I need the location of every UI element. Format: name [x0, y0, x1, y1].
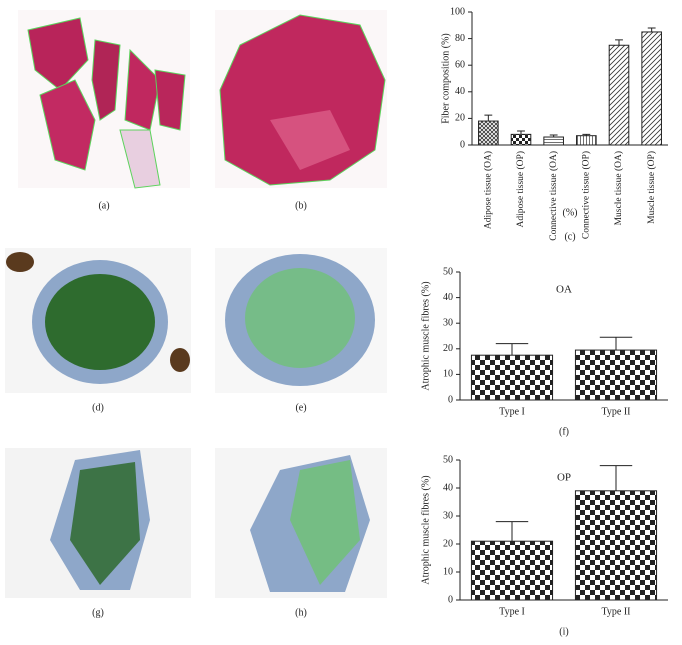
- y-tick-label: 40: [455, 86, 465, 97]
- y-tick-label: 60: [455, 59, 465, 70]
- x-tick-label: Type II: [601, 406, 630, 417]
- micrograph-b: [215, 10, 387, 188]
- x-tick-label: Muscle tissue (OA): [613, 151, 624, 225]
- bar: [470, 354, 554, 401]
- y-tick-label: 20: [443, 538, 453, 549]
- y-tick-label: 50: [443, 454, 453, 465]
- error-bar: [647, 27, 656, 32]
- micrograph-g: [5, 448, 191, 598]
- bar: [470, 540, 554, 601]
- error-bar: [599, 336, 633, 351]
- x-tick-label: Connective tissue (OA): [548, 151, 559, 241]
- x-tick-label: Adipose tissue (OA): [483, 151, 494, 229]
- micrograph-h: [215, 448, 387, 598]
- panel-label: (g): [92, 607, 104, 618]
- y-tick-label: 80: [455, 33, 465, 44]
- bar: [608, 44, 630, 146]
- error-bar: [549, 134, 558, 138]
- y-tick-label: 40: [443, 482, 453, 493]
- error-bar: [615, 39, 623, 46]
- panel-label: (i): [559, 626, 568, 637]
- bar: [574, 349, 658, 401]
- y-tick-label: 20: [455, 113, 465, 124]
- error-bar: [517, 130, 525, 135]
- error-bar: [495, 343, 529, 356]
- x-tick-label: Type II: [601, 606, 630, 617]
- micrograph-a: [18, 10, 190, 189]
- x-tick-label: Type I: [499, 606, 525, 617]
- y-tick-label: 20: [443, 343, 453, 354]
- panel-label: (h): [295, 607, 307, 618]
- y-tick-label: 10: [443, 566, 453, 577]
- y-tick-label: 50: [443, 266, 453, 277]
- bar: [510, 133, 532, 146]
- panel-label: (e): [295, 402, 306, 413]
- panel-label: (b): [295, 200, 307, 211]
- x-tick-label: Adipose tissue (OP): [515, 151, 526, 228]
- micrograph-d: [5, 248, 191, 393]
- y-tick-label: 30: [443, 317, 453, 328]
- bar: [576, 135, 597, 146]
- bar: [641, 31, 662, 146]
- error-bar: [582, 133, 591, 136]
- chart-title: OA: [556, 284, 572, 296]
- bar: [543, 136, 564, 146]
- panel-label: (f): [559, 426, 569, 437]
- x-tick-label: Type I: [499, 406, 525, 417]
- y-tick-label: 100: [450, 6, 465, 17]
- bar: [478, 120, 499, 146]
- axes: [471, 12, 668, 146]
- chart-title: OP: [557, 472, 571, 484]
- error-bar: [495, 521, 529, 542]
- y-tick-label: 0: [448, 394, 453, 405]
- panel-label: (a): [98, 200, 109, 211]
- axes: [459, 272, 668, 401]
- y-tick-label: 0: [460, 139, 465, 150]
- x-axis-label: (%): [563, 207, 578, 218]
- y-tick-label: 40: [443, 292, 453, 303]
- panel-label: (d): [92, 402, 104, 413]
- y-tick-label: 0: [448, 594, 453, 605]
- error-bar: [484, 114, 493, 122]
- axes: [459, 460, 668, 601]
- micrograph-e: [215, 248, 387, 393]
- bar: [574, 490, 658, 601]
- y-axis-label: Fiber composition (%): [440, 33, 451, 124]
- panel-label: (c): [564, 231, 575, 242]
- y-tick-label: 30: [443, 510, 453, 521]
- error-bar: [599, 465, 633, 491]
- y-tick-label: 10: [443, 369, 453, 380]
- x-tick-label: Connective tissue (OP): [581, 151, 592, 239]
- y-axis-label: Atrophic muscle fibres (%): [420, 475, 431, 584]
- x-tick-label: Muscle tissue (OP): [646, 151, 657, 224]
- y-axis-label: Atrophic muscle fibres (%): [420, 281, 431, 390]
